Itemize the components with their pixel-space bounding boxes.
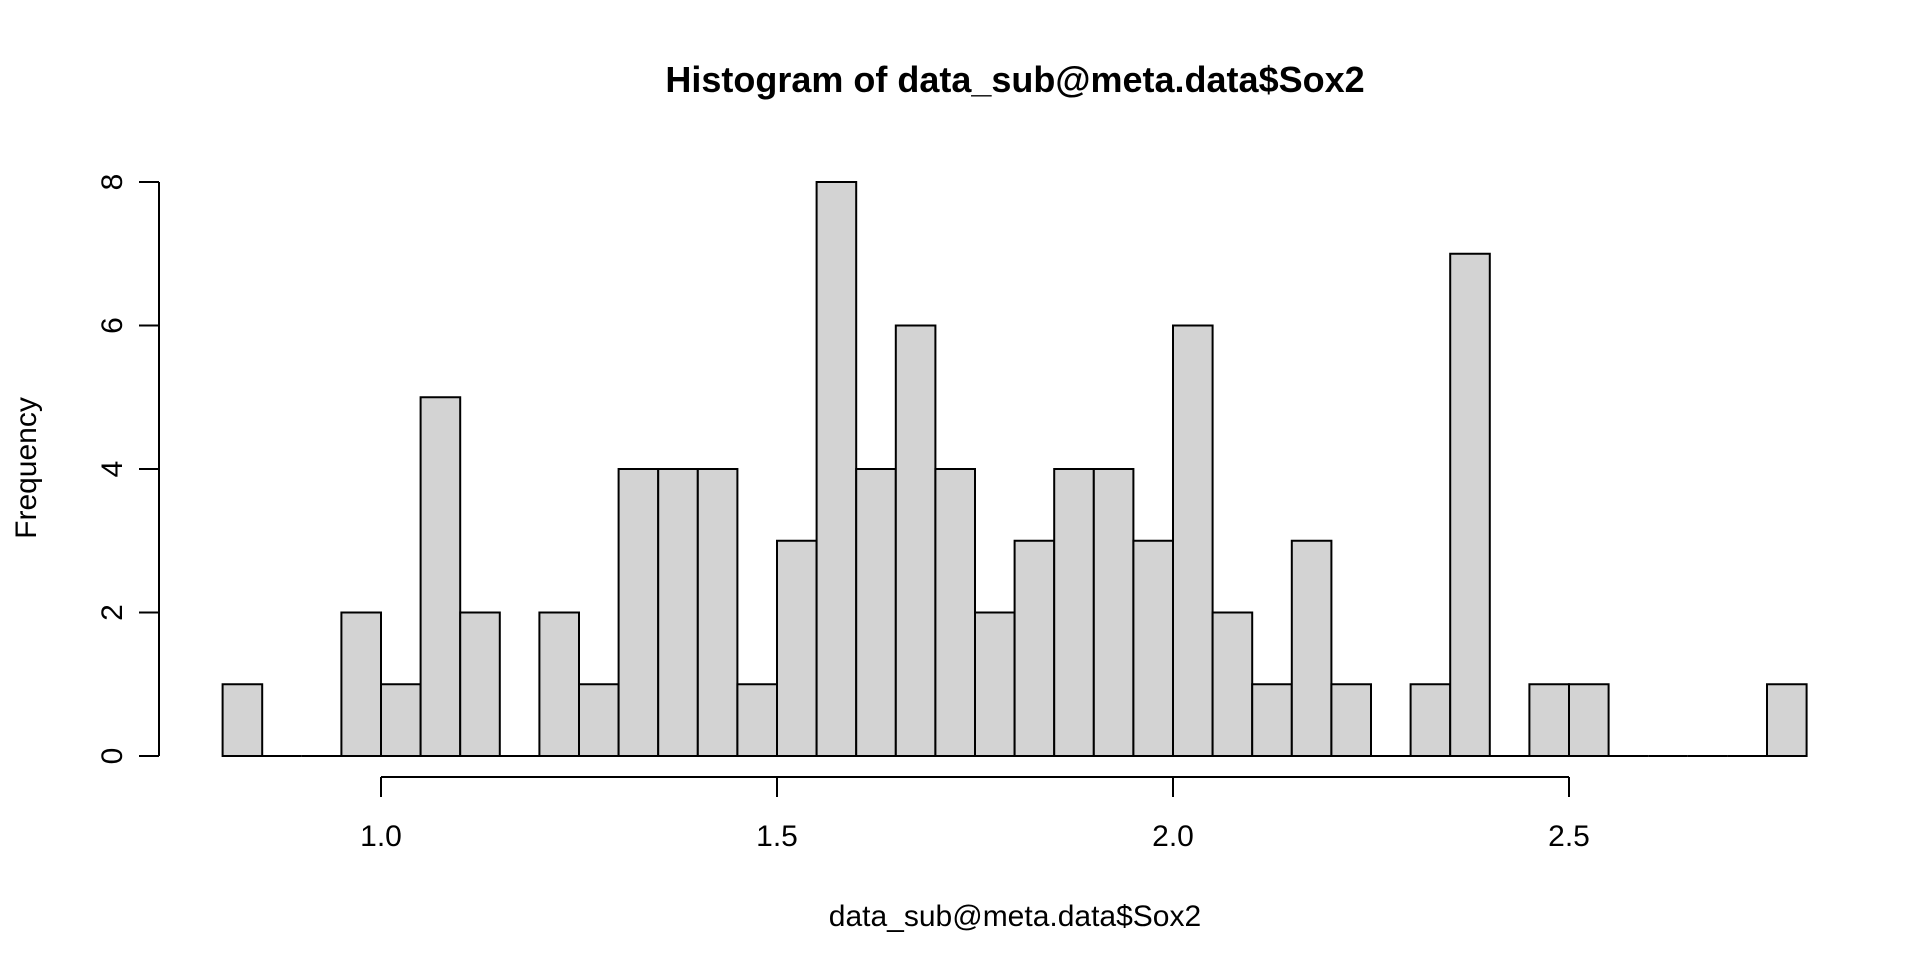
y-tick-label: 4 [96, 461, 129, 478]
histogram-bar [1290, 539, 1333, 757]
histogram-bar [1132, 539, 1175, 757]
histogram-bar [617, 468, 660, 757]
histogram-bar [934, 468, 977, 757]
y-tick-label: 8 [96, 174, 129, 191]
y-tick-label: 6 [96, 317, 129, 334]
histogram-bar [1568, 683, 1610, 757]
histogram-bar [380, 683, 422, 757]
y-tick-label: 0 [96, 748, 129, 765]
histogram-bar [1053, 468, 1095, 757]
histogram-bar [538, 611, 581, 757]
histogram-bar [1766, 683, 1808, 757]
histogram-bar [419, 396, 462, 757]
histogram-bar [1172, 324, 1214, 757]
x-tick-label: 2.5 [1548, 820, 1590, 853]
histogram-bar [459, 611, 501, 757]
histogram-bar [578, 683, 620, 757]
histogram-bar [1449, 252, 1491, 757]
histogram-bar [736, 683, 779, 757]
y-axis: 0 2 4 6 8 [96, 174, 160, 765]
x-tick-label: 1.0 [360, 820, 402, 853]
histogram-bar [1409, 683, 1452, 757]
histogram-bar [815, 181, 858, 757]
x-axis: 1.0 1.5 2.0 2.5 [360, 776, 1590, 853]
histogram-bar [1211, 611, 1254, 757]
histogram-bar [340, 611, 382, 757]
x-tick-label: 2.0 [1152, 820, 1194, 853]
histogram-bar [221, 683, 264, 757]
histogram-bar [855, 468, 897, 757]
histogram-bar [1251, 683, 1293, 757]
histogram-bar [1013, 539, 1056, 757]
x-tick-label: 1.5 [756, 820, 798, 853]
chart-title: Histogram of data_sub@meta.data$Sox2 [665, 59, 1364, 100]
histogram-bar [696, 468, 739, 757]
y-tick-label: 2 [96, 604, 129, 621]
histogram-bar [894, 324, 937, 757]
histogram-bar [1092, 468, 1135, 757]
histogram-bar [1528, 683, 1571, 757]
histogram-bar [974, 611, 1016, 757]
histogram-bar [1330, 683, 1373, 757]
x-axis-title: data_sub@meta.data$Sox2 [829, 900, 1201, 933]
histogram-bars [221, 181, 1808, 757]
histogram-bar [657, 468, 699, 757]
y-axis-title: Frequency [10, 397, 43, 539]
histogram-bar [776, 539, 818, 757]
